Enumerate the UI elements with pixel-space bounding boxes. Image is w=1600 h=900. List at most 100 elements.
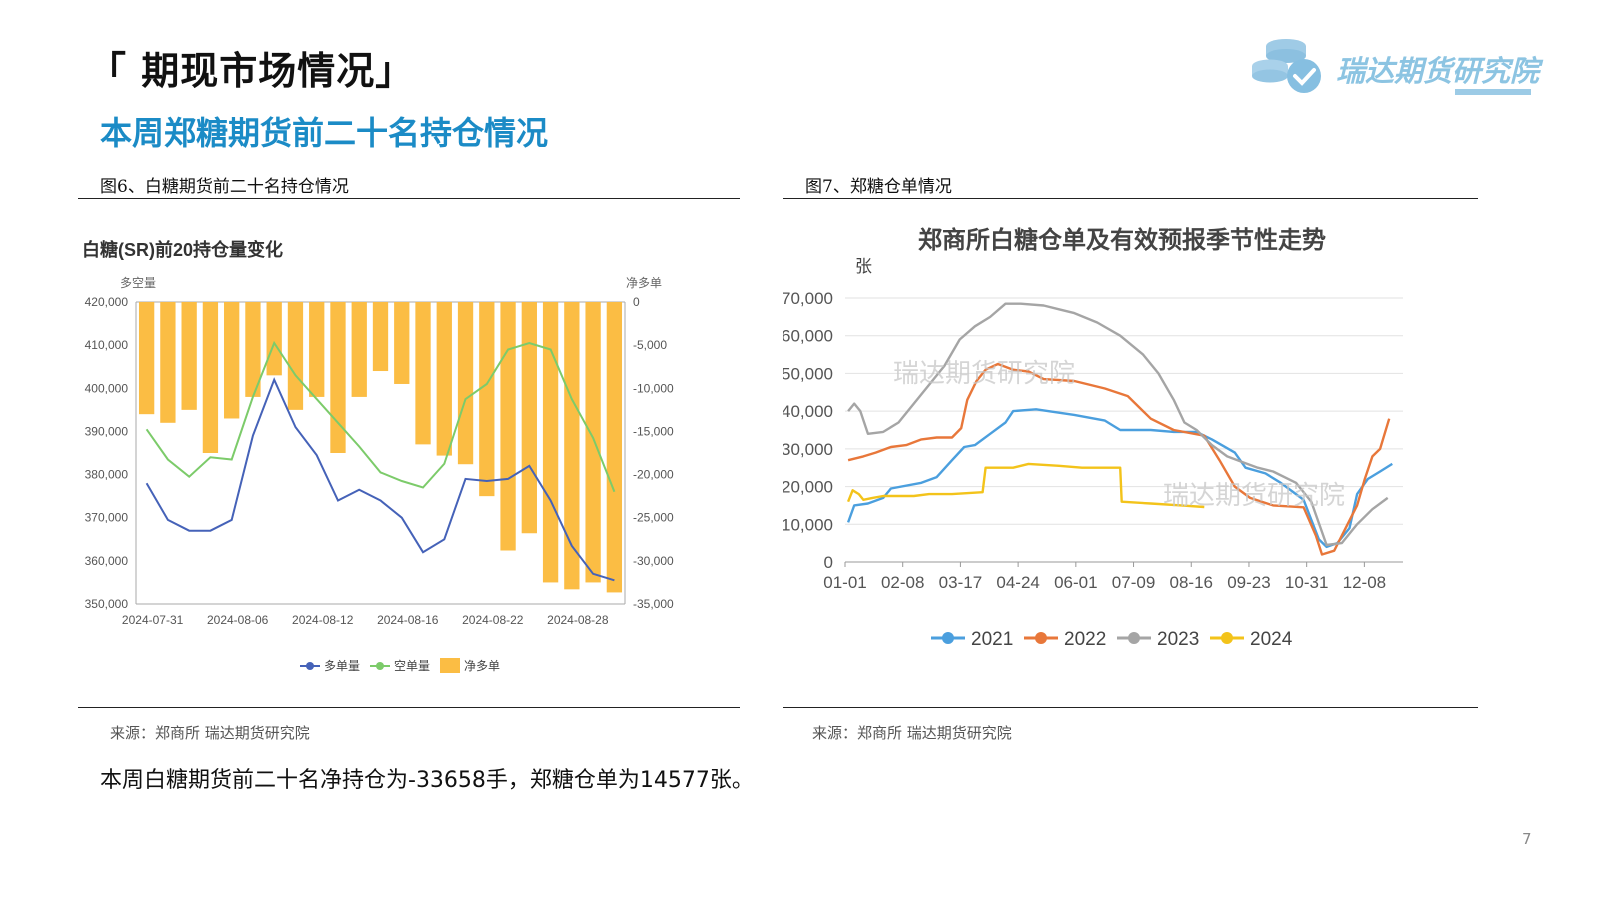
chart1-left-tick: 380,000	[85, 468, 129, 482]
chart1-right-tick: -20,000	[633, 468, 674, 482]
chart2-x-tick: 12-08	[1343, 573, 1386, 592]
legend-dot-2021	[942, 632, 954, 644]
legend-dot-2024	[1221, 632, 1233, 644]
page-title: 「 期现市场情况」	[88, 49, 415, 93]
net-long-bar	[521, 302, 537, 534]
summary-text: 本周白糖期货前二十名净持仓为-33658手，郑糖仓单为14577张。	[100, 768, 754, 793]
chart1-left-tick: 360,000	[85, 554, 129, 568]
chart1-x-tick: 2024-08-16	[377, 613, 439, 627]
chart1-x-tick: 2024-08-12	[292, 613, 354, 627]
net-long-bar	[542, 302, 559, 583]
net-long-bar	[330, 302, 346, 453]
positions-chart: 白糖(SR)前20持仓量变化 多空量 净多单 420,000 410,000 400…	[82, 239, 674, 673]
legend-label-2022: 2022	[1064, 629, 1106, 650]
legend-label-2024: 2024	[1250, 629, 1293, 650]
chart1-legend: 多单量 空单量 净多单	[300, 658, 500, 673]
chart2-x-tick: 01-01	[823, 573, 866, 592]
logo-text: 瑞达期货研究院	[1336, 54, 1540, 88]
chart1-x-tick: 2024-07-31	[122, 613, 184, 627]
chart2-x-tick: 04-24	[996, 573, 1039, 592]
legend-label-short: 空单量	[394, 659, 430, 673]
chart1-x-tick: 2024-08-22	[462, 613, 524, 627]
net-long-bar	[202, 302, 219, 453]
figure-7-top-rule	[783, 198, 1478, 199]
chart1-right-tick: -30,000	[633, 554, 674, 568]
chart1-left-tick: 350,000	[85, 597, 129, 611]
legend-swatch-net	[440, 658, 460, 673]
legend-dot-2022	[1035, 632, 1047, 644]
net-long-bar	[415, 302, 431, 445]
figure-6-source: 来源：郑商所 瑞达期货研究院	[110, 724, 310, 742]
legend-dot-2023	[1128, 632, 1140, 644]
figure-7-source: 来源：郑商所 瑞达期货研究院	[812, 724, 1012, 742]
chart1-right-tick: -35,000	[633, 597, 674, 611]
chart1-left-tick: 390,000	[85, 424, 129, 438]
figure-6-top-rule	[78, 198, 740, 199]
chart1-right-tick: -10,000	[633, 381, 674, 395]
chart2-x-tick: 02-08	[881, 573, 924, 592]
net-long-bar	[351, 302, 367, 397]
logo-underline	[1455, 89, 1531, 95]
chart2-x-tick: 07-09	[1112, 573, 1155, 592]
chart1-left-tick: 420,000	[85, 295, 129, 309]
chart2-y-tick: 30,000	[783, 440, 833, 459]
chart2-y-tick: 40,000	[783, 402, 833, 421]
net-long-bar	[224, 302, 240, 419]
chart2-x-tick: 10-31	[1285, 573, 1328, 592]
legend-label-2023: 2023	[1157, 629, 1199, 650]
net-long-bar	[266, 302, 282, 376]
chart1-left-tick: 410,000	[85, 338, 129, 352]
page-number: 7	[1522, 830, 1532, 848]
coin-stack-icon	[1252, 39, 1321, 93]
chart2-y-unit: 张	[855, 257, 872, 276]
chart1-x-tick: 2024-08-06	[207, 613, 269, 627]
net-long-bar	[564, 302, 580, 590]
net-long-bar	[457, 302, 474, 465]
chart2-y-tick: 0	[824, 553, 833, 572]
chart2-x-tick: 08-16	[1170, 573, 1213, 592]
chart2-watermark-2: 瑞达期货研究院	[1163, 480, 1345, 510]
legend-dot-short	[376, 662, 384, 670]
net-long-bar	[138, 302, 155, 415]
chart1-title: 白糖(SR)前20持仓量变化	[82, 239, 283, 260]
series-line-long	[145, 377, 615, 582]
section-subtitle: 本周郑糖期货前二十名持仓情况	[100, 114, 549, 152]
chart2-y-tick: 60,000	[783, 327, 833, 346]
series-line-short	[145, 340, 616, 493]
legend-label-long: 多单量	[324, 659, 360, 673]
net-long-bar	[372, 302, 389, 372]
figure-6-caption: 图6、白糖期货前二十名持仓情况	[100, 177, 349, 197]
net-long-bar	[500, 302, 516, 551]
series-line-2023	[847, 302, 1389, 547]
chart1-right-tick: 0	[633, 295, 640, 309]
chart1-left-tick: 370,000	[85, 511, 129, 525]
net-long-bar	[479, 302, 495, 497]
net-long-bar	[606, 302, 623, 593]
chart2-y-tick: 20,000	[783, 478, 833, 497]
chart2-legend: 2021 2022 2023 2024	[931, 629, 1293, 650]
chart1-right-axis-label: 净多单	[626, 276, 662, 290]
figure-7-bottom-rule	[783, 707, 1478, 708]
chart1-right-tick: -5,000	[633, 338, 667, 352]
net-long-bar	[287, 302, 304, 410]
legend-label-net: 净多单	[464, 659, 500, 673]
legend-dot-long	[306, 662, 314, 670]
chart2-y-tick: 50,000	[783, 364, 833, 383]
chart1-left-tick: 400,000	[85, 381, 129, 395]
figure-6-bottom-rule	[78, 707, 740, 708]
chart2-y-tick: 70,000	[783, 289, 833, 308]
chart1-right-tick: -25,000	[633, 511, 674, 525]
legend-label-2021: 2021	[971, 629, 1013, 650]
warehouse-receipt-chart: 郑商所白糖仓单及有效预报季节性走势 张 70,000 60,000 50,000 40…	[783, 226, 1403, 650]
chart1-x-tick: 2024-08-28	[547, 613, 609, 627]
chart2-title: 郑商所白糖仓单及有效预报季节性走势	[918, 226, 1326, 254]
net-long-bar	[245, 302, 261, 397]
net-long-bar	[436, 302, 452, 456]
chart1-right-tick: -15,000	[633, 424, 674, 438]
net-long-bar	[181, 302, 197, 410]
net-long-bar	[585, 302, 601, 583]
chart1-left-axis-label: 多空量	[120, 276, 156, 290]
chart2-x-tick: 03-17	[939, 573, 982, 592]
chart2-watermark-1: 瑞达期货研究院	[893, 358, 1075, 388]
figure-7-caption: 图7、郑糖仓单情况	[805, 177, 952, 197]
